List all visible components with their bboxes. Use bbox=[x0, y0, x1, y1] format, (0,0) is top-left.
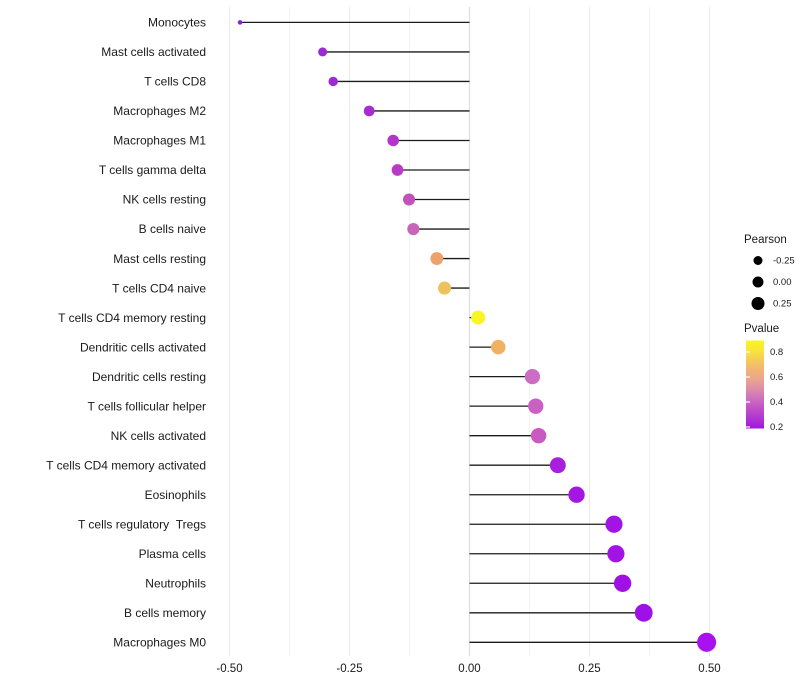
x-tick-label: 0.00 bbox=[458, 663, 480, 675]
lollipop-dot bbox=[524, 368, 541, 385]
y-axis-label: B cells naive bbox=[139, 222, 207, 236]
pvalue-tick-label: 0.4 bbox=[770, 397, 783, 408]
y-axis-label: Dendritic cells activated bbox=[80, 340, 206, 354]
y-axis-label: Macrophages M0 bbox=[113, 636, 206, 650]
legend-pearson-size: Pearson -0.25 0.00 0.25 bbox=[744, 234, 795, 310]
pvalue-gradient-bar bbox=[746, 340, 764, 429]
y-axis-label: Monocytes bbox=[148, 16, 206, 30]
legend-size-label: -0.25 bbox=[773, 256, 795, 267]
lollipop-dot bbox=[549, 457, 566, 474]
lollipop-dot bbox=[407, 222, 420, 236]
y-axis-label: Plasma cells bbox=[139, 547, 206, 561]
y-axis-label: Macrophages M2 bbox=[113, 104, 206, 118]
lollipop-dot bbox=[613, 574, 632, 592]
y-axis-label: B cells memory bbox=[124, 606, 206, 620]
lollipop-dot bbox=[438, 281, 452, 295]
y-axis-label: T cells follicular helper bbox=[88, 399, 207, 413]
lollipop-dot bbox=[318, 47, 328, 57]
lollipop-dot bbox=[697, 632, 717, 652]
legend-size-title: Pearson bbox=[744, 234, 787, 246]
y-axis-label: Dendritic cells resting bbox=[92, 370, 206, 384]
legend-pvalue-color: Pvalue 0.8 0.6 0.4 0.2 bbox=[744, 323, 783, 433]
y-axis-label: T cells CD8 bbox=[144, 75, 206, 89]
legend-size-dot bbox=[753, 256, 763, 265]
lollipop-dot bbox=[568, 486, 585, 503]
x-tick-label: 0.25 bbox=[578, 663, 600, 675]
y-axis-label: Mast cells resting bbox=[113, 252, 206, 266]
lollipop-dot bbox=[605, 515, 623, 533]
lollipop-dot bbox=[634, 603, 653, 622]
y-axis-label: T cells regulatory Tregs bbox=[78, 517, 206, 531]
x-tick-label: -0.25 bbox=[336, 663, 362, 675]
y-axis-label: Eosinophils bbox=[145, 488, 206, 502]
rows-layer: Monocytes Mast cells activated T cells CD8… bbox=[46, 16, 717, 652]
pvalue-tick-label: 0.2 bbox=[770, 422, 783, 433]
legend-size-label: 0.25 bbox=[773, 299, 792, 310]
lollipop-dot bbox=[528, 398, 544, 414]
lollipop-dot bbox=[391, 164, 404, 176]
lollipop-dot bbox=[607, 545, 625, 563]
y-axis-label: T cells CD4 memory activated bbox=[46, 458, 206, 472]
y-axis-label: NK cells resting bbox=[123, 193, 206, 207]
lollipop-dot bbox=[471, 310, 486, 325]
legend-size-label: 0.00 bbox=[773, 277, 792, 288]
legend-size-dot bbox=[751, 297, 765, 310]
lollipop-dot bbox=[403, 193, 416, 206]
x-tick-label: -0.50 bbox=[216, 663, 242, 675]
pvalue-tick-label: 0.8 bbox=[770, 347, 783, 358]
lollipop-dot bbox=[363, 105, 375, 117]
x-axis: -0.50 -0.25 0.00 0.25 0.50 bbox=[216, 663, 720, 675]
legend-color-title: Pvalue bbox=[744, 323, 779, 335]
y-axis-label: T cells CD4 memory resting bbox=[58, 311, 206, 325]
y-axis-label: T cells gamma delta bbox=[99, 163, 206, 177]
y-axis-label: T cells CD4 naive bbox=[112, 281, 206, 295]
legend-size-dot bbox=[752, 276, 764, 288]
lollipop-dot bbox=[530, 427, 547, 444]
y-axis-label: NK cells activated bbox=[111, 429, 206, 443]
lollipop-dot bbox=[328, 76, 338, 87]
grid-layer bbox=[229, 7, 710, 656]
lollipop-dot bbox=[491, 339, 506, 355]
lollipop-dot bbox=[387, 134, 399, 147]
y-axis-label: Macrophages M1 bbox=[113, 134, 206, 148]
lollipop-dot bbox=[430, 252, 444, 265]
y-axis-label: Neutrophils bbox=[145, 576, 206, 590]
y-axis-label: Mast cells activated bbox=[101, 45, 206, 59]
lollipop-dot bbox=[237, 20, 243, 25]
pvalue-tick-label: 0.6 bbox=[770, 372, 783, 383]
x-tick-label: 0.50 bbox=[698, 663, 720, 675]
